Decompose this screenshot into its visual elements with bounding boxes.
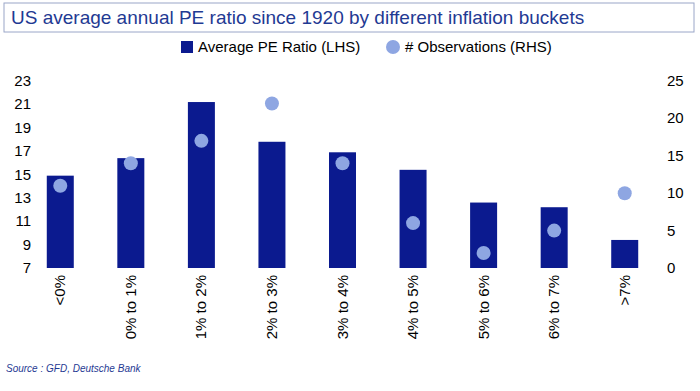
legend-swatch — [386, 40, 400, 54]
x-tick-label: 1% to 2% — [192, 275, 209, 339]
point — [336, 156, 350, 170]
y-tick-label: 7 — [23, 259, 31, 276]
bar — [470, 203, 497, 268]
x-tick-label: 5% to 6% — [475, 275, 492, 339]
bar — [611, 240, 638, 268]
y2-tick-label: 25 — [667, 72, 684, 89]
y-tick-label: 9 — [23, 236, 31, 253]
x-tick-label: 4% to 5% — [404, 275, 421, 339]
y2-tick-label: 15 — [667, 147, 684, 164]
y2-tick-label: 20 — [667, 109, 684, 126]
bar — [541, 207, 568, 268]
bar — [258, 142, 285, 268]
y-tick-label: 17 — [14, 142, 31, 159]
bar — [329, 152, 356, 268]
y2-tick-label: 0 — [667, 259, 675, 276]
x-tick-label: >7% — [616, 275, 633, 305]
bar — [400, 170, 427, 268]
point — [53, 179, 67, 193]
legend-label: Average PE Ratio (LHS) — [198, 38, 360, 55]
bar — [188, 102, 215, 268]
point — [406, 216, 420, 230]
title: US average annual PE ratio since 1920 by… — [11, 7, 584, 28]
x-tick-label: 2% to 3% — [263, 275, 280, 339]
x-tick-label: 3% to 4% — [334, 275, 351, 339]
bar — [117, 158, 144, 268]
point — [194, 134, 208, 148]
y-tick-label: 23 — [14, 72, 31, 89]
point — [477, 246, 491, 260]
y-tick-label: 11 — [15, 212, 31, 229]
x-tick-label: <0% — [51, 275, 68, 305]
source: Source : GFD, Deutsche Bank — [6, 363, 142, 374]
y2-tick-label: 5 — [667, 222, 675, 239]
point — [547, 224, 561, 238]
bar — [47, 176, 74, 268]
y-tick-label: 19 — [14, 119, 31, 136]
legend: Average PE Ratio (LHS) # Observations (RH… — [181, 38, 552, 55]
point — [265, 96, 279, 110]
legend-label: # Observations (RHS) — [405, 38, 552, 55]
x-tick-label: 6% to 7% — [545, 275, 562, 339]
plot-area — [47, 96, 638, 268]
legend-swatch — [181, 41, 193, 53]
chart: US average annual PE ratio since 1920 by… — [0, 0, 700, 391]
y-tick-label: 21 — [14, 95, 31, 112]
y-tick-label: 13 — [14, 189, 31, 206]
y2-tick-label: 10 — [667, 184, 684, 201]
y-tick-label: 15 — [14, 166, 31, 183]
title-box — [4, 3, 694, 32]
x-tick-label: 0% to 1% — [122, 275, 139, 339]
point — [124, 156, 138, 170]
point — [618, 186, 632, 200]
